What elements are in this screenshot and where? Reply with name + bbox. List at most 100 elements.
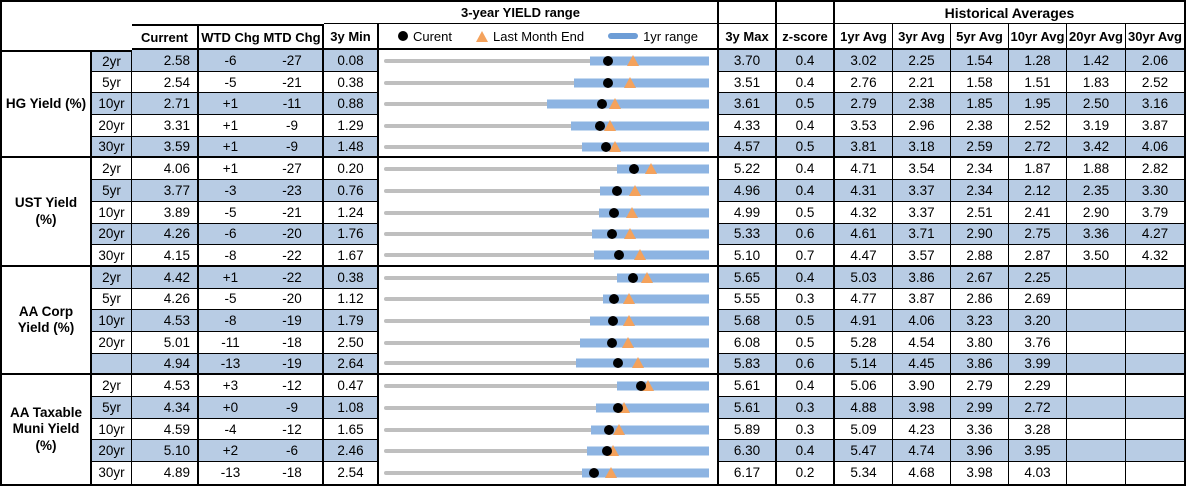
avg-cell: 4.88 xyxy=(835,397,893,419)
min-cell: 2.64 xyxy=(324,353,379,376)
min-cell: 2.54 xyxy=(324,462,379,484)
avg-cell: 1.58 xyxy=(951,71,1009,94)
zscore-cell: 0.4 xyxy=(777,440,835,463)
max-cell: 3.70 xyxy=(719,50,777,72)
avg-cell: 2.50 xyxy=(1067,93,1126,116)
max-cell: 3.61 xyxy=(719,93,777,116)
range-chart-area xyxy=(384,137,709,157)
zscore-cell: 0.5 xyxy=(777,136,835,159)
one-year-range-bar xyxy=(590,425,709,435)
col-header-mtd-chg: MTD Chg xyxy=(262,24,324,50)
three-year-range-line xyxy=(384,188,709,193)
avg-cell: 4.71 xyxy=(835,158,893,181)
three-year-range-line xyxy=(384,275,709,280)
avg-cell: 1.51 xyxy=(1009,71,1067,94)
one-year-range-bar xyxy=(571,121,709,131)
range-chart-area xyxy=(384,462,709,484)
one-year-range-bar xyxy=(574,78,709,88)
avg-cell xyxy=(1067,440,1126,463)
one-year-range-bar xyxy=(581,468,709,478)
max-cell: 5.22 xyxy=(719,158,777,181)
avg-cell: 4.03 xyxy=(1009,462,1067,484)
avg-cell: 5.06 xyxy=(835,375,893,397)
current-cell: 3.77 xyxy=(132,180,199,202)
wtd-chg-cell: +1 xyxy=(199,136,262,159)
min-cell: 0.08 xyxy=(324,50,379,72)
mtd-chg-cell: -6 xyxy=(262,440,324,463)
last-month-end-marker xyxy=(624,76,637,88)
avg-cell xyxy=(1067,397,1126,419)
avg-cell xyxy=(1067,266,1126,289)
col-header-10yr-avg: 10yr Avg xyxy=(1009,24,1067,50)
tenor-cell: 20yr xyxy=(92,223,132,246)
range-chart xyxy=(379,223,719,246)
wtd-chg-cell: +1 xyxy=(199,266,262,289)
zscore-cell: 0.4 xyxy=(777,158,835,181)
col-header-3y-max: 3y Max xyxy=(719,24,777,50)
avg-cell: 2.69 xyxy=(1009,288,1067,311)
tenor-cell: 30yr xyxy=(92,136,132,159)
mtd-chg-cell: -12 xyxy=(262,418,324,441)
avg-cell: 4.31 xyxy=(835,180,893,202)
avg-cell: 3.87 xyxy=(1126,115,1184,137)
one-year-range-bar xyxy=(617,381,709,391)
zscore-cell: 0.4 xyxy=(777,375,835,397)
max-cell: 4.57 xyxy=(719,136,777,159)
min-cell: 2.50 xyxy=(324,331,379,354)
range-chart xyxy=(379,331,719,354)
avg-cell xyxy=(1126,375,1184,397)
range-chart-area xyxy=(384,72,709,94)
range-chart-area xyxy=(384,180,709,202)
min-cell: 0.38 xyxy=(324,71,379,94)
avg-cell: 2.51 xyxy=(951,201,1009,224)
avg-cell: 3.57 xyxy=(893,245,951,267)
col-header-1yr-avg: 1yr Avg xyxy=(835,24,893,50)
avg-cell: 3.80 xyxy=(951,331,1009,354)
last-month-end-marker xyxy=(604,466,617,478)
max-cell: 6.08 xyxy=(719,331,777,354)
current-cell: 4.26 xyxy=(132,223,199,246)
last-month-end-marker xyxy=(622,336,635,348)
avg-cell: 3.98 xyxy=(951,462,1009,484)
range-chart-area xyxy=(384,440,709,462)
one-year-range-bar xyxy=(580,338,709,348)
min-cell: 1.65 xyxy=(324,418,379,441)
range-chart xyxy=(379,418,719,441)
tenor-cell: 30yr xyxy=(92,245,132,267)
legend-label: 1yr range xyxy=(643,28,698,44)
avg-cell: 2.34 xyxy=(951,180,1009,202)
avg-cell: 4.91 xyxy=(835,310,893,332)
current-marker xyxy=(613,250,624,261)
three-year-range-line xyxy=(384,102,709,107)
mtd-chg-cell: -19 xyxy=(262,310,324,332)
avg-cell: 5.14 xyxy=(835,353,893,376)
tenor-cell: 2yr xyxy=(92,158,132,181)
current-cell: 4.59 xyxy=(132,418,199,441)
mtd-chg-cell: -23 xyxy=(262,180,324,202)
mtd-chg-cell: -12 xyxy=(262,375,324,397)
wtd-chg-cell: -13 xyxy=(220,465,241,481)
current-marker xyxy=(594,120,605,131)
avg-cell: 4.06 xyxy=(893,310,951,332)
one-year-range-bar xyxy=(594,250,709,260)
last-month-end-marker xyxy=(618,401,631,413)
three-year-range-line xyxy=(384,340,709,345)
max-cell: 5.89 xyxy=(719,418,777,441)
avg-cell: 2.06 xyxy=(1126,50,1184,72)
avg-cell xyxy=(1126,332,1184,354)
current-cell: 4.53 xyxy=(132,375,199,397)
range-chart xyxy=(379,310,719,332)
zscore-cell: 0.4 xyxy=(777,266,835,289)
range-chart xyxy=(379,201,719,224)
min-cell: 1.76 xyxy=(324,223,379,246)
min-cell: 1.48 xyxy=(324,136,379,159)
zscore-cell: 0.4 xyxy=(777,115,835,137)
col-header-5yr-avg: 5yr Avg xyxy=(951,24,1009,50)
three-year-range-line xyxy=(384,80,709,85)
max-cell: 5.55 xyxy=(719,288,777,311)
tenor-cell: 20yr xyxy=(92,331,132,354)
min-cell: 2.46 xyxy=(324,440,379,463)
range-chart-area xyxy=(384,93,709,115)
avg-cell: 2.75 xyxy=(1009,223,1067,246)
col-header-20yr-avg: 20yr Avg xyxy=(1067,24,1126,50)
